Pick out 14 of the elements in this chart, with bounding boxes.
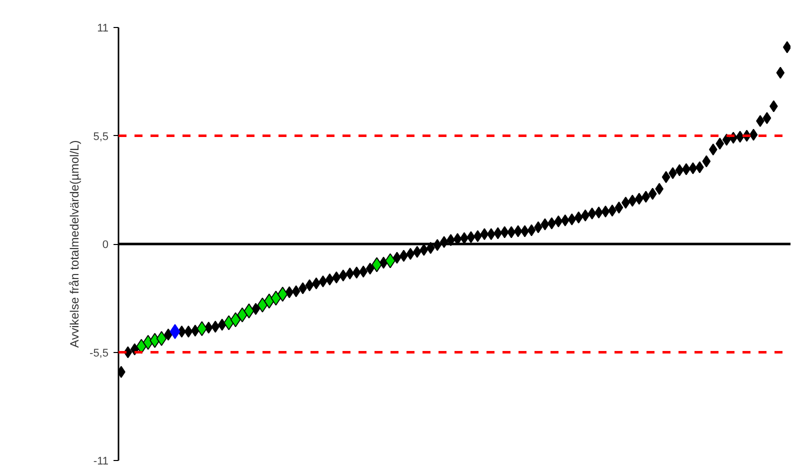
- y-tick-label: -5,5: [90, 347, 109, 360]
- point: [196, 321, 208, 336]
- y-tick-label: 5,5: [93, 130, 109, 143]
- y-axis-title: Avvikelse från totalmedelvärde(µmol/L): [68, 140, 82, 348]
- point: [270, 290, 282, 306]
- point: [230, 312, 241, 328]
- point: [277, 286, 288, 302]
- point: [244, 303, 254, 318]
- y-tick-label: 11: [97, 22, 109, 34]
- y-tick-label: -11: [93, 456, 109, 466]
- point: [170, 324, 180, 340]
- point: [257, 298, 268, 313]
- y-tick-label: 0: [102, 239, 109, 251]
- point: [156, 330, 167, 346]
